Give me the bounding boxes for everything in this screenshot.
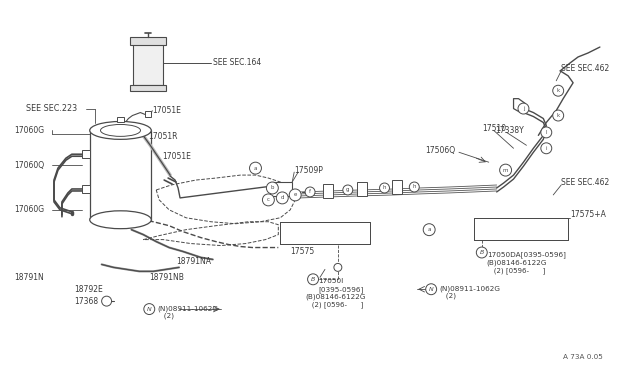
- Text: 17051E: 17051E: [152, 106, 181, 115]
- Text: k: k: [557, 113, 560, 118]
- Bar: [280, 222, 370, 244]
- Text: B: B: [479, 250, 484, 255]
- Ellipse shape: [100, 125, 141, 137]
- Circle shape: [553, 110, 564, 121]
- Circle shape: [262, 194, 275, 206]
- Bar: [82, 185, 90, 193]
- Text: 17060G: 17060G: [14, 205, 44, 214]
- Text: c: c: [267, 198, 270, 202]
- Bar: [270, 182, 292, 196]
- Text: k: k: [557, 88, 560, 93]
- Text: e: e: [294, 192, 297, 198]
- Text: B: B: [311, 277, 315, 282]
- Text: (2): (2): [439, 293, 456, 299]
- Text: i: i: [545, 146, 547, 151]
- Text: l: l: [545, 130, 547, 135]
- Text: 17051R: 17051R: [148, 132, 178, 141]
- Text: SEE SEC.462: SEE SEC.462: [561, 64, 609, 73]
- Text: (2) [0596-      ]: (2) [0596- ]: [305, 302, 364, 308]
- Text: (2): (2): [157, 313, 174, 319]
- Bar: [392, 180, 403, 194]
- Circle shape: [250, 162, 262, 174]
- Circle shape: [541, 127, 552, 138]
- Text: b: b: [271, 186, 274, 190]
- Circle shape: [102, 296, 111, 306]
- Circle shape: [266, 182, 278, 194]
- Text: SEE SEC.164: SEE SEC.164: [213, 58, 261, 67]
- Circle shape: [289, 189, 301, 201]
- Text: 17050I: 17050I: [318, 278, 343, 284]
- Circle shape: [380, 183, 390, 193]
- Text: 18792E: 18792E: [74, 285, 102, 294]
- Circle shape: [541, 143, 552, 154]
- Circle shape: [426, 284, 436, 295]
- Circle shape: [476, 247, 487, 258]
- Circle shape: [144, 304, 155, 315]
- Circle shape: [423, 224, 435, 235]
- Bar: [82, 150, 90, 158]
- Text: 17051E: 17051E: [162, 152, 191, 161]
- Circle shape: [343, 185, 353, 195]
- Text: A 73A 0.05: A 73A 0.05: [563, 354, 603, 360]
- Text: m: m: [503, 168, 508, 173]
- Circle shape: [276, 192, 288, 204]
- Circle shape: [308, 274, 319, 285]
- Text: (B)08146-6122G: (B)08146-6122G: [487, 259, 547, 266]
- Text: [0395-0596]: [0395-0596]: [318, 286, 364, 293]
- Text: (B)08146-6122G: (B)08146-6122G: [305, 294, 365, 301]
- Text: 17509P: 17509P: [294, 166, 323, 174]
- Text: 18791N: 18791N: [14, 273, 44, 282]
- Text: (N)08911-1062G: (N)08911-1062G: [439, 286, 500, 292]
- Bar: [90, 131, 151, 220]
- Text: d: d: [280, 195, 284, 201]
- Text: h: h: [383, 186, 387, 190]
- Text: g: g: [346, 187, 349, 192]
- Text: (2) [0596-      ]: (2) [0596- ]: [487, 267, 545, 274]
- Bar: [116, 116, 124, 122]
- Text: 18791NA: 18791NA: [176, 257, 211, 266]
- Text: N: N: [429, 287, 433, 292]
- Bar: [131, 85, 166, 91]
- Text: 17368: 17368: [74, 296, 98, 306]
- Text: SEE SEC.223: SEE SEC.223: [26, 104, 77, 113]
- Circle shape: [500, 164, 511, 176]
- Text: 17338Y: 17338Y: [495, 126, 524, 135]
- Circle shape: [518, 103, 529, 114]
- Circle shape: [553, 85, 564, 96]
- Text: 17575: 17575: [290, 247, 314, 256]
- Ellipse shape: [90, 122, 151, 140]
- Text: a: a: [253, 166, 257, 171]
- Bar: [474, 218, 568, 240]
- Text: 17510: 17510: [482, 124, 506, 133]
- Bar: [145, 110, 151, 116]
- Text: a: a: [428, 227, 431, 232]
- Bar: [280, 222, 370, 244]
- Bar: [133, 41, 163, 85]
- Bar: [323, 184, 333, 198]
- Text: (N)08911-1062G: (N)08911-1062G: [157, 306, 218, 312]
- Text: 17050DA[0395-0596]: 17050DA[0395-0596]: [487, 251, 566, 258]
- Text: 17575+A: 17575+A: [570, 210, 606, 219]
- Bar: [356, 182, 367, 196]
- Circle shape: [334, 263, 342, 271]
- Circle shape: [305, 187, 315, 197]
- Text: h: h: [413, 185, 416, 189]
- Text: SEE SEC.462: SEE SEC.462: [561, 177, 609, 186]
- Text: N: N: [147, 307, 152, 312]
- Text: f: f: [309, 189, 311, 195]
- Text: 18791NB: 18791NB: [149, 273, 184, 282]
- Text: 17060Q: 17060Q: [14, 161, 44, 170]
- Bar: [474, 218, 568, 240]
- Bar: [474, 218, 568, 240]
- Text: 17506Q: 17506Q: [425, 146, 455, 155]
- Bar: [280, 222, 370, 244]
- Text: j: j: [523, 106, 524, 111]
- Ellipse shape: [90, 211, 151, 229]
- Bar: [131, 37, 166, 45]
- Text: 17060G: 17060G: [14, 126, 44, 135]
- Circle shape: [410, 182, 419, 192]
